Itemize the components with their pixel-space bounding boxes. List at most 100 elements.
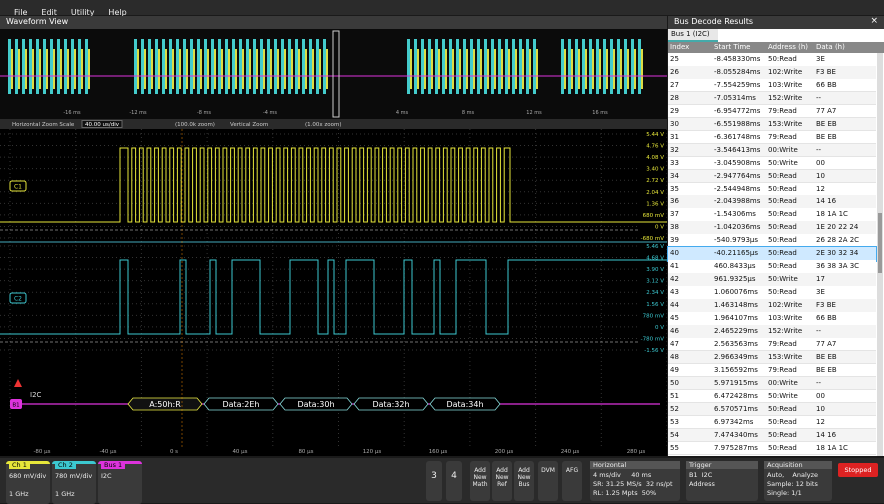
overview-pulse (564, 49, 566, 89)
column-header[interactable]: Index (670, 43, 690, 51)
overview-pulse (487, 49, 489, 89)
overview-pulse (641, 49, 643, 89)
bus-packet-label: Data:34h (446, 400, 483, 409)
scroll-thumb[interactable] (878, 213, 882, 273)
overview-pulse (50, 39, 53, 94)
menu-item[interactable]: Edit (41, 8, 57, 17)
button[interactable]: AFG (562, 461, 582, 501)
table-row[interactable]: 49 3.156592ms 79:Read BE EB (668, 363, 876, 378)
table-cell: 5.971915ms (714, 378, 758, 387)
table-row[interactable]: 25 -8.458330ms 50:Read 3E (668, 53, 876, 67)
channel-block[interactable]: Ch 1 680 mV/div 1 GHz (6, 461, 50, 504)
scale-label: 680 mV (643, 213, 665, 219)
table-row[interactable]: 48 2.966349ms 153:Write BE EB (668, 350, 876, 365)
table-row[interactable]: 35 -2.544948ms 50:Read 12 (668, 182, 876, 197)
close-button[interactable]: × (870, 16, 878, 26)
overview-pulse (277, 49, 279, 89)
table-row[interactable]: 30 -6.551988ms 153:Write BE EB (668, 117, 876, 132)
table-row[interactable]: 34 -2.947764ms 50:Read 10 (668, 169, 876, 184)
menu-item[interactable]: Utility (70, 8, 95, 17)
overview-pulse (263, 49, 265, 89)
button[interactable]: DVM (538, 461, 558, 501)
overview-zoom-box (332, 30, 340, 118)
table-row[interactable]: 51 6.472428ms 50:Write 00 (668, 389, 876, 404)
overview-pulse (134, 39, 137, 94)
table-row[interactable]: 43 1.060076ms 50:Read 3E (668, 286, 876, 300)
panel-title: Bus Decode Results (674, 17, 754, 26)
column-header[interactable]: Data (h) (816, 43, 845, 51)
table-row[interactable]: 26 -8.055284ms 102:Write F3 BE (668, 65, 876, 80)
overview-pulse (78, 39, 81, 94)
overview-pulse (239, 39, 242, 94)
table-row[interactable]: 44 1.463148ms 102:Write F3 BE (668, 299, 876, 313)
button[interactable]: Add New Math (470, 461, 490, 501)
button[interactable]: 4 (446, 461, 462, 501)
overview-pulse (491, 39, 494, 94)
table-row[interactable]: 33 -3.045908ms 50:Write 00 (668, 156, 876, 171)
block-title: Trigger (686, 461, 758, 469)
overview-pulse (288, 39, 291, 94)
table-row[interactable]: 36 -2.043988ms 50:Read 14 16 (668, 195, 876, 210)
column-header[interactable]: Start Time (714, 43, 751, 51)
run-state[interactable]: Stopped (838, 463, 878, 477)
table-cell: 34 (670, 171, 679, 180)
button[interactable]: Add New Ref (492, 461, 512, 501)
acquisition-block[interactable]: Acquisition Auto, Analyze Sample: 12 bits S… (764, 461, 832, 501)
menu-item[interactable]: File (14, 8, 28, 17)
table-cell: -- (816, 145, 822, 154)
table-row[interactable]: 37 -1.54306ms 50:Read 18 1A 1C (668, 208, 876, 222)
table-cell: 33 (670, 158, 679, 167)
overview-pulse (193, 49, 195, 89)
overview-pulse (319, 49, 321, 89)
table-row[interactable]: 27 -7.554259ms 103:Write 66 BB (668, 78, 876, 93)
table-row[interactable]: 53 6.97342ms 50:Read 12 (668, 415, 876, 430)
table-cell: 153:Write (768, 352, 803, 361)
overview-pulse (417, 49, 419, 89)
table-cell: 39 (670, 236, 679, 245)
trigger-block[interactable]: Trigger B1 I2C Address (686, 461, 758, 501)
table-row[interactable]: 29 -6.954772ms 79:Read 77 A7 (668, 104, 876, 119)
table-cell: -2.043988ms (714, 197, 761, 206)
bus-name: I2C (30, 391, 42, 399)
button[interactable]: Add New Bus (514, 461, 534, 501)
menu-item[interactable]: Help (108, 8, 127, 17)
horizontal-block[interactable]: Horizontal 4 ms/div 40 ms SR: 31.25 MS/s 3… (590, 461, 680, 501)
table-row[interactable]: 31 -6.361748ms 79:Read BE EB (668, 130, 876, 145)
table-row[interactable]: 40 -40.21165µs 50:Read 2E 30 32 34 (667, 246, 877, 262)
table-row[interactable]: 47 2.563563ms 79:Read 77 A7 (668, 337, 876, 352)
table-cell: 18 1A 1C (816, 210, 848, 219)
overview-pulse (526, 39, 529, 94)
channel-bw: 1 GHz (9, 490, 29, 498)
tab[interactable]: Bus 1 (I2C) (668, 29, 718, 42)
table-row[interactable]: 41 460.8433µs 50:Read 36 38 3A 3C (668, 260, 876, 274)
scrollbar[interactable] (877, 53, 883, 456)
table-row[interactable]: 46 2.465229ms 152:Write -- (668, 324, 876, 339)
table-cell: 1E 20 22 24 (816, 223, 859, 232)
table-row[interactable]: 32 -3.546413ms 00:Write -- (668, 143, 876, 158)
bus-block[interactable]: Bus 1 I2C (98, 461, 142, 504)
table-cell: 1.060076ms (714, 288, 758, 297)
table-row[interactable]: 50 5.971915ms 00:Write -- (668, 376, 876, 391)
table-row[interactable]: 52 6.570571ms 50:Read 10 (668, 402, 876, 417)
bus-packet-label: Data:30h (297, 400, 334, 409)
column-header[interactable]: Address (h) (768, 43, 809, 51)
overview-pulse (151, 49, 153, 89)
block-line: SR: 31.25 MS/s 32 ns/pt (593, 480, 673, 488)
table-row[interactable]: 38 -1.042036ms 50:Read 1E 20 22 24 (668, 221, 876, 235)
overview-pulse (428, 39, 431, 94)
channel-block[interactable]: Ch 2 780 mV/div 1 GHz (52, 461, 96, 504)
overview-pulse (291, 49, 293, 89)
table-row[interactable]: 54 7.474340ms 50:Read 14 16 (668, 428, 876, 443)
button[interactable]: 3 (426, 461, 442, 501)
overview-pulse (470, 39, 473, 94)
table-row[interactable]: 28 -7.05314ms 152:Write -- (668, 91, 876, 106)
table-row[interactable]: 55 7.975287ms 50:Read 18 1A 1C (668, 441, 876, 456)
overview-pulse (323, 39, 326, 94)
table-row[interactable]: 42 961.9325µs 50:Write 17 (668, 273, 876, 287)
bus-name: Bus 1 (101, 461, 126, 469)
table-row[interactable]: 45 1.964107ms 103:Write 66 BB (668, 312, 876, 326)
table-cell: BE EB (816, 132, 837, 141)
time-tick-label: 160 µs (429, 449, 448, 455)
table-cell: F3 BE (816, 301, 836, 310)
table-row[interactable]: 39 -540.9793µs 50:Read 26 28 2A 2C (668, 234, 876, 248)
